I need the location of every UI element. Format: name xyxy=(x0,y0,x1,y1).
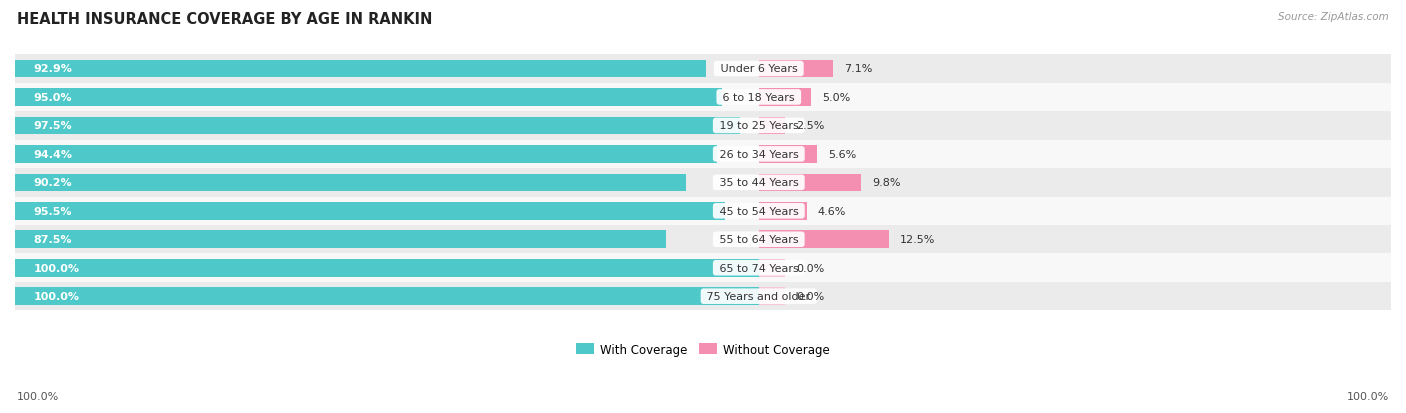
Bar xyxy=(759,89,811,107)
Bar xyxy=(15,140,1391,169)
Text: 35 to 44 Years: 35 to 44 Years xyxy=(716,178,801,188)
Text: 55 to 64 Years: 55 to 64 Years xyxy=(716,235,801,244)
Bar xyxy=(759,60,832,78)
Bar xyxy=(15,60,706,78)
Text: 7.1%: 7.1% xyxy=(844,64,872,74)
Text: 0.0%: 0.0% xyxy=(796,263,824,273)
Text: 4.6%: 4.6% xyxy=(818,206,846,216)
Bar xyxy=(15,146,717,163)
Text: 9.8%: 9.8% xyxy=(872,178,900,188)
Bar xyxy=(15,197,1391,225)
Text: 90.2%: 90.2% xyxy=(34,178,72,188)
Text: 100.0%: 100.0% xyxy=(34,263,80,273)
Bar xyxy=(15,282,1391,311)
Bar xyxy=(15,231,666,249)
Bar xyxy=(15,112,1391,140)
Bar xyxy=(15,169,1391,197)
Text: 100.0%: 100.0% xyxy=(34,292,80,301)
Bar xyxy=(759,231,889,249)
Text: 6 to 18 Years: 6 to 18 Years xyxy=(720,93,799,103)
Text: 26 to 34 Years: 26 to 34 Years xyxy=(716,150,801,159)
Text: 19 to 25 Years: 19 to 25 Years xyxy=(716,121,801,131)
Text: 65 to 74 Years: 65 to 74 Years xyxy=(716,263,801,273)
Bar xyxy=(15,174,686,192)
Bar xyxy=(15,89,721,107)
Text: 12.5%: 12.5% xyxy=(900,235,935,244)
Text: Under 6 Years: Under 6 Years xyxy=(717,64,801,74)
Bar xyxy=(759,202,807,220)
Text: 87.5%: 87.5% xyxy=(34,235,72,244)
Text: 94.4%: 94.4% xyxy=(34,150,73,159)
Bar xyxy=(15,202,725,220)
Bar xyxy=(15,55,1391,83)
Text: 95.5%: 95.5% xyxy=(34,206,72,216)
Bar xyxy=(759,174,860,192)
Text: 92.9%: 92.9% xyxy=(34,64,73,74)
Bar xyxy=(15,288,759,305)
Text: 100.0%: 100.0% xyxy=(17,391,59,401)
Text: 75 Years and older: 75 Years and older xyxy=(703,292,814,301)
Bar xyxy=(15,254,1391,282)
Bar xyxy=(15,259,759,277)
Text: 2.5%: 2.5% xyxy=(796,121,824,131)
Bar xyxy=(759,146,817,163)
Bar xyxy=(759,117,785,135)
Text: HEALTH INSURANCE COVERAGE BY AGE IN RANKIN: HEALTH INSURANCE COVERAGE BY AGE IN RANK… xyxy=(17,12,432,27)
Bar xyxy=(15,117,740,135)
Text: 45 to 54 Years: 45 to 54 Years xyxy=(716,206,801,216)
Text: 95.0%: 95.0% xyxy=(34,93,72,103)
Legend: With Coverage, Without Coverage: With Coverage, Without Coverage xyxy=(572,338,834,361)
Text: 97.5%: 97.5% xyxy=(34,121,72,131)
Text: Source: ZipAtlas.com: Source: ZipAtlas.com xyxy=(1278,12,1389,22)
Text: 5.0%: 5.0% xyxy=(823,93,851,103)
Bar xyxy=(15,83,1391,112)
Bar xyxy=(15,225,1391,254)
Bar xyxy=(759,288,785,305)
Bar xyxy=(759,259,785,277)
Text: 100.0%: 100.0% xyxy=(1347,391,1389,401)
Text: 0.0%: 0.0% xyxy=(796,292,824,301)
Text: 5.6%: 5.6% xyxy=(828,150,856,159)
